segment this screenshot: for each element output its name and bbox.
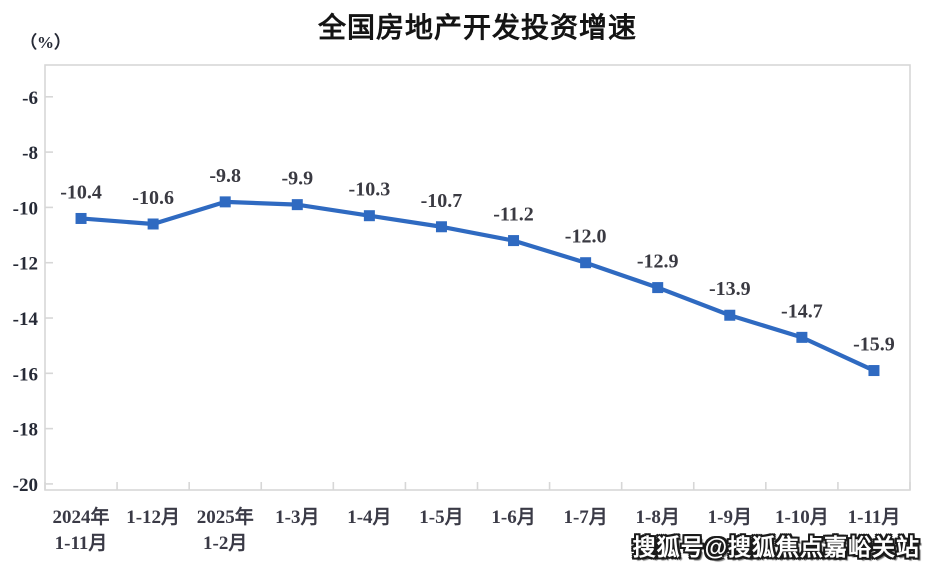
watermark: 搜狐号@搜狐焦点嘉峪关站 bbox=[632, 534, 920, 560]
x-axis-tick-label: 1-5月 bbox=[419, 507, 463, 528]
y-axis-tick-label: -20 bbox=[13, 475, 38, 496]
y-axis-tick-label: -12 bbox=[13, 254, 38, 275]
data-point-label: -10.4 bbox=[60, 181, 102, 203]
data-point-marker bbox=[75, 212, 87, 224]
data-point-marker bbox=[147, 218, 159, 230]
y-axis-tick-label: -18 bbox=[13, 420, 38, 441]
x-axis-tick-label: 1-9月 bbox=[708, 507, 752, 528]
data-line bbox=[78, 199, 877, 373]
x-axis-tick-label: 1-7月 bbox=[563, 507, 607, 528]
x-axis-tick-label: 1-8月 bbox=[636, 507, 680, 528]
data-point-label: -15.9 bbox=[853, 334, 895, 356]
x-axis-tick-label: 2024年 1-11月 bbox=[53, 505, 110, 554]
data-point-label: -12.9 bbox=[637, 251, 679, 273]
y-axis-unit-label: （%） bbox=[20, 33, 71, 52]
data-point-label: -9.9 bbox=[281, 168, 313, 190]
x-axis-tick-label: 1-10月 bbox=[775, 507, 829, 528]
data-point-marker bbox=[868, 365, 880, 377]
data-point-label: -10.3 bbox=[349, 179, 391, 201]
x-axis-tick-label: 2025年 1-2月 bbox=[197, 505, 254, 554]
data-point-label: -12.0 bbox=[565, 226, 607, 248]
y-axis-tick-label: -16 bbox=[13, 364, 38, 385]
data-point-label: -10.7 bbox=[421, 190, 463, 212]
y-axis-tick-label: -8 bbox=[22, 143, 38, 164]
data-point-label: -10.6 bbox=[132, 187, 174, 209]
x-axis-tick-label: 1-12月 bbox=[126, 507, 180, 528]
x-axis-tick-label: 1-3月 bbox=[275, 507, 319, 528]
data-point-marker bbox=[363, 210, 375, 222]
chart-title: 全国房地产开发投资增速 bbox=[317, 12, 637, 43]
data-point-marker bbox=[291, 199, 303, 211]
x-axis-tick-label: 1-11月 bbox=[848, 507, 901, 528]
x-axis-tick-label: 1-4月 bbox=[347, 507, 391, 528]
data-point-label: -13.9 bbox=[709, 278, 751, 300]
x-axis-tick-label: 1-6月 bbox=[491, 507, 535, 528]
data-point-label: -9.8 bbox=[209, 165, 241, 187]
y-axis-tick-label: -6 bbox=[22, 88, 38, 109]
data-point-marker bbox=[508, 235, 520, 247]
y-axis-tick-label: -14 bbox=[13, 309, 39, 330]
data-point-marker bbox=[219, 196, 231, 208]
y-axis-tick-label: -10 bbox=[13, 198, 38, 219]
data-point-marker bbox=[580, 257, 592, 269]
data-point-marker bbox=[724, 309, 736, 321]
data-point-marker bbox=[796, 331, 808, 343]
data-point-marker bbox=[435, 221, 447, 233]
plot-area-border bbox=[44, 64, 911, 491]
data-point-label: -11.2 bbox=[493, 204, 534, 226]
data-point-marker bbox=[652, 282, 664, 294]
data-point-label: -14.7 bbox=[781, 300, 823, 322]
